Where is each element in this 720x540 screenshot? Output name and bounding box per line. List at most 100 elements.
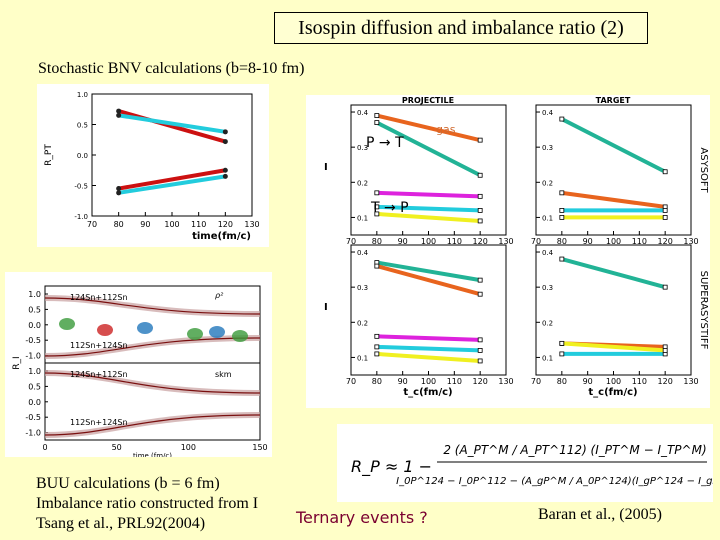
grid-xtick-label: 80 <box>372 237 382 246</box>
bnv-xtick-label: 120 <box>218 220 233 229</box>
grid-xtick-label: 110 <box>632 377 647 386</box>
grid-point <box>662 284 668 290</box>
bnv-point <box>116 190 122 196</box>
bnv-xtick-label: 80 <box>114 220 124 229</box>
buu-xtick-label: 150 <box>252 443 267 452</box>
grid-xtick-label: 70 <box>346 237 356 246</box>
grid-xtick-label: 130 <box>498 377 513 386</box>
grid-xtick-label: 100 <box>606 237 621 246</box>
grid-ytick-label: 0.2 <box>542 319 553 327</box>
grid-point <box>477 218 483 224</box>
bnv-point <box>222 173 228 179</box>
grid-point <box>559 256 565 262</box>
buu-ytick-label: 0.5 <box>28 305 41 314</box>
buu-collision-blob <box>59 318 75 330</box>
bnv-series-line <box>116 113 228 134</box>
bnv-series-line <box>116 109 228 144</box>
grid-point <box>662 208 668 213</box>
grid-xtick-label: 110 <box>447 377 462 386</box>
buu-curve <box>44 337 261 357</box>
grid-xtick-label: 100 <box>421 237 436 246</box>
grid-point <box>374 211 380 217</box>
grid-point <box>374 113 380 118</box>
bnv-xtick-label: 110 <box>191 220 206 229</box>
buu-tag-top: ρ² <box>215 291 224 300</box>
citation: Baran et al., (2005) <box>538 506 662 523</box>
grid-point <box>374 204 380 210</box>
buu-ylabel: R_I <box>12 356 22 369</box>
bnv-xtick-label: 130 <box>244 220 259 229</box>
grid-xtick-label: 120 <box>658 237 673 246</box>
bnv-chart-panel: 1.0 0.5 0.0 -0.5 -1.0 70 80 90 100 110 120 130 time(… <box>37 84 269 247</box>
buu-curve <box>44 414 261 436</box>
slide-subtitle: Stochastic BNV calculations (b=8-10 fm) <box>38 60 305 77</box>
buu-caption-line-2: Imbalance ratio constructed from I <box>36 495 259 512</box>
grid-xtick-label: 80 <box>372 377 382 386</box>
buu-collision-blob <box>209 326 225 338</box>
grid-series-line <box>374 334 483 342</box>
grid-xlabel: t_c(fm/c) <box>403 387 452 398</box>
grid-ytick-label: 0.2 <box>542 179 553 187</box>
grid-point <box>559 215 565 220</box>
grid-point <box>559 208 565 213</box>
buu-curve <box>44 372 261 394</box>
grid-ytick-label: 0.1 <box>542 214 553 222</box>
grid-point <box>559 351 565 357</box>
grid-point <box>374 190 380 196</box>
grid-point <box>477 348 483 353</box>
grid-point <box>477 277 483 283</box>
grid-series-line <box>374 190 483 199</box>
grid-ytick-label: 0.3 <box>357 284 368 292</box>
buu-ytick-label: 0.0 <box>28 321 41 330</box>
bnv-ytick-label: 0.5 <box>77 122 88 130</box>
bnv-xlabel: time(fm/c) <box>192 231 251 242</box>
grid-ytick-label: 0.2 <box>357 319 368 327</box>
bnv-ytick-label: -0.5 <box>74 183 88 191</box>
grid-series-line <box>559 341 668 353</box>
buu-xtick-label: 0 <box>42 443 47 452</box>
buu-ytick-label: -0.5 <box>25 413 41 422</box>
buu-ytick-label: 0.5 <box>28 382 41 391</box>
bnv-xtick-label: 70 <box>87 220 97 229</box>
grid-ytick-label: 0.3 <box>357 144 368 152</box>
grid-point <box>559 340 565 346</box>
buu-series-label: 124Sn+112Sn <box>70 370 128 379</box>
grid-series-line <box>374 344 483 353</box>
buu-series-label: 124Sn+112Sn <box>70 293 128 302</box>
buu-xtick-label: 100 <box>181 443 196 452</box>
grid-point <box>477 337 483 343</box>
arrow-label-pt: P → T <box>366 135 404 151</box>
asymmetry-grid-panel: PROJECTILE TARGET ASYSOFT SUPERASYSTIFF 0.4 0… <box>306 95 710 408</box>
grid-point <box>662 169 668 175</box>
ternary-events: Ternary events ? <box>296 508 428 527</box>
arrow-label-tp: T → P <box>370 200 409 216</box>
buu-collision-blob <box>232 330 248 342</box>
grid-point <box>477 193 483 199</box>
grid-ytick-label: 0.1 <box>357 214 368 222</box>
grid-ytick-label: 0.1 <box>357 354 368 362</box>
formula-denominator: I_0P^124 − I_0P^112 − (A_gP^M / A_0P^124… <box>396 476 713 487</box>
grid-series-line <box>374 113 483 143</box>
grid-xtick-label: 120 <box>473 237 488 246</box>
grid-xtick-label: 130 <box>683 237 698 246</box>
grid-xtick-label: 120 <box>658 377 673 386</box>
buu-caption-line-3: Tsang et al., PRL92(2004) <box>36 515 206 532</box>
buu-collision-blob <box>187 328 203 340</box>
grid-point <box>477 172 483 178</box>
gas-label: gas <box>436 123 456 136</box>
grid-ylabel: I <box>324 162 328 173</box>
buu-collision-blob <box>97 324 113 336</box>
slide-title: Isospin diffusion and imbalance ratio (2… <box>274 12 648 44</box>
grid-point <box>559 116 565 122</box>
grid-xtick-label: 110 <box>447 237 462 246</box>
grid-point <box>374 344 380 350</box>
grid-series-line <box>374 120 483 178</box>
bnv-ytick-label: 0.0 <box>77 152 88 160</box>
buu-ytick-label: 1.0 <box>28 290 41 299</box>
buu-series-label: 112Sn+124Sn <box>70 418 128 427</box>
bnv-ytick-label: 1.0 <box>77 91 88 99</box>
buu-xtick-label: 50 <box>112 443 122 452</box>
formula-box: R_P ≈ 1 − 2 (A_PT^M / A_PT^112) (I_PT^M … <box>337 424 720 502</box>
grid-ytick-label: 0.4 <box>542 249 554 257</box>
buu-series-label: 112Sn+124Sn <box>70 341 128 350</box>
